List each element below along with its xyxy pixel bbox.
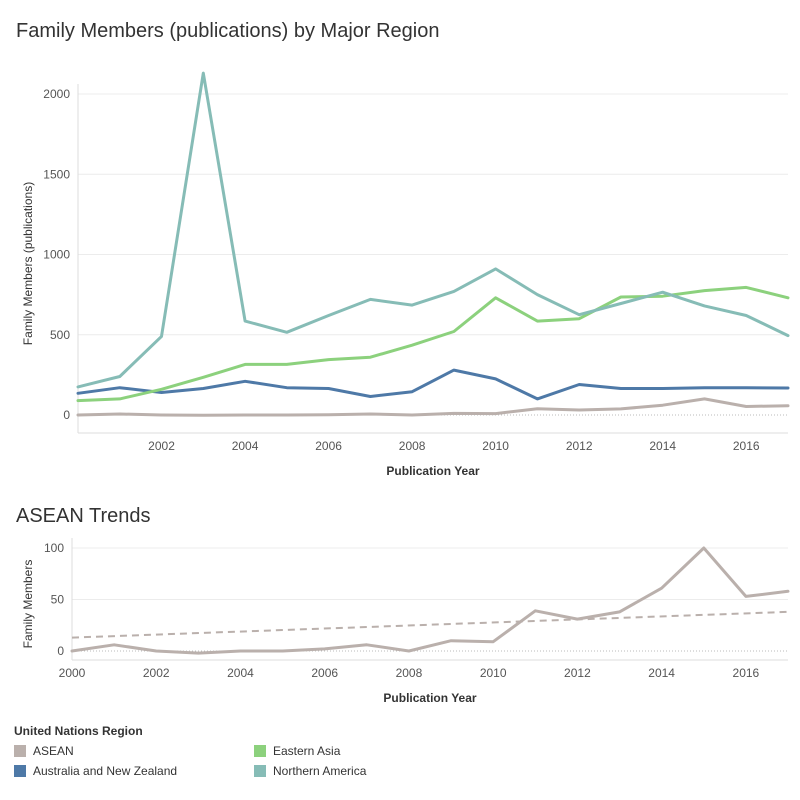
legend-swatch-eastern-asia [254, 745, 266, 757]
legend-swatch-northern-america [254, 765, 266, 777]
asean-trend-line-chart: 0 50 100 2000 2002 2004 2006 2008 2010 2012 2014 20… [0, 0, 800, 720]
asean-x-tick-label: 2004 [227, 666, 254, 680]
legend-item-eastern-asia[interactable]: Eastern Asia [254, 744, 494, 758]
asean-x-axis-title: Publication Year [383, 691, 476, 705]
legend-grid: ASEAN Eastern Asia Australia and New Zea… [14, 744, 574, 778]
legend-swatch-asean [14, 745, 26, 757]
legend-item-australia-nz[interactable]: Australia and New Zealand [14, 764, 254, 778]
asean-x-tick-label: 2000 [59, 666, 86, 680]
legend-label-asean: ASEAN [33, 744, 74, 758]
legend-label-australia-nz: Australia and New Zealand [33, 764, 177, 778]
asean-x-tick-label: 2010 [480, 666, 507, 680]
legend-title: United Nations Region [14, 724, 574, 738]
asean-x-tick-label: 2014 [648, 666, 675, 680]
asean-y-tick-label: 100 [44, 541, 64, 555]
legend-swatch-australia-nz [14, 765, 26, 777]
legend-label-northern-america: Northern America [273, 764, 366, 778]
asean-x-tick-label: 2012 [564, 666, 591, 680]
asean-series-asean [72, 548, 788, 653]
legend-label-eastern-asia: Eastern Asia [273, 744, 340, 758]
asean-x-tick-label: 2006 [311, 666, 338, 680]
legend: United Nations Region ASEAN Eastern Asia… [14, 724, 574, 778]
asean-x-tick-label: 2002 [143, 666, 170, 680]
asean-x-tick-label: 2016 [733, 666, 760, 680]
asean-y-axis-title: Family Members [21, 560, 35, 649]
legend-item-asean[interactable]: ASEAN [14, 744, 254, 758]
asean-y-tick-label: 0 [57, 644, 64, 658]
asean-y-tick-label: 50 [51, 593, 65, 607]
asean-trend-line [72, 612, 788, 638]
asean-x-tick-label: 2008 [396, 666, 423, 680]
legend-item-northern-america[interactable]: Northern America [254, 764, 494, 778]
